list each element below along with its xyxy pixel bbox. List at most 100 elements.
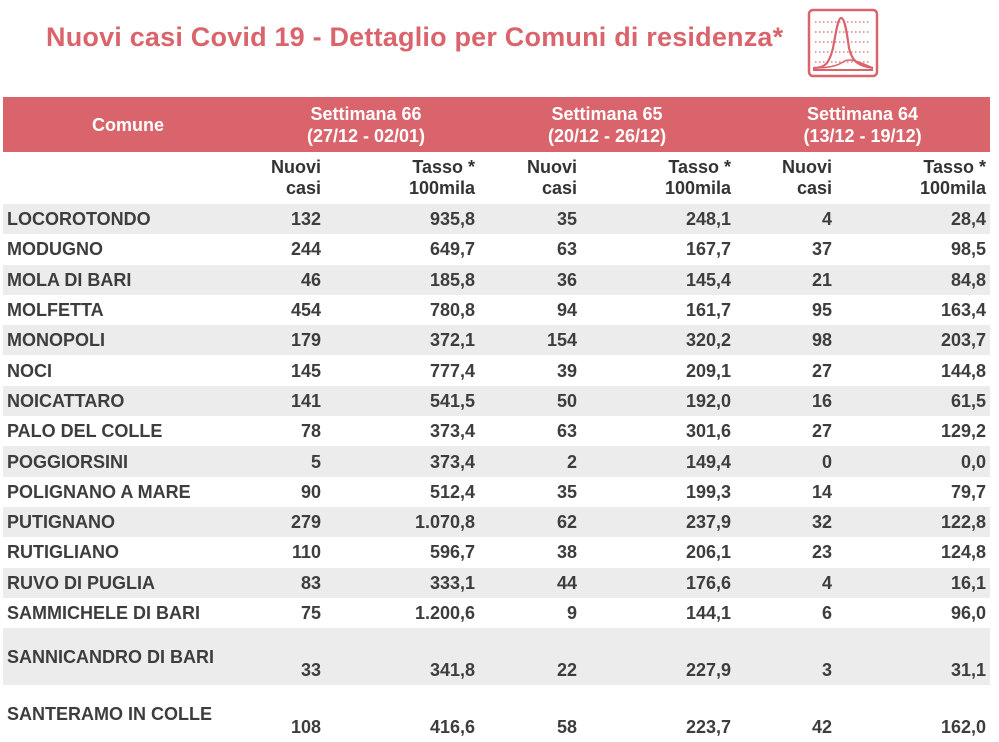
subheader-empty: [3, 152, 253, 204]
nuovi-casi-w66-cell: 110: [253, 537, 325, 568]
tasso-w66-cell: 416,6: [325, 685, 480, 742]
nuovi-label: Nuovi: [782, 157, 833, 177]
tasso-w66-cell: 373,4: [325, 416, 480, 447]
header-row: Comune Settimana 66 (27/12 - 02/01) Sett…: [3, 97, 991, 152]
week-65-header: Settimana 65 (20/12 - 26/12): [479, 97, 736, 152]
nuovi-casi-w64-cell: 37: [735, 234, 837, 265]
tasso-w64-cell: 163,4: [836, 294, 991, 326]
tasso-w65-cell: 227,9: [581, 628, 736, 686]
table-row: SANTERAMO IN COLLE 108 416,6 58 223,7 42 162,0: [3, 685, 991, 742]
tasso-w64-cell: 96,0: [836, 597, 991, 629]
nuovi-casi-w66-cell: 279: [253, 506, 325, 538]
tasso-w64-cell: 162,0: [836, 685, 991, 742]
tasso-w65-cell: 149,4: [581, 446, 736, 477]
nuovi-casi-w64-cell: 21: [735, 264, 837, 295]
nuovi-casi-w66-cell: 5: [253, 446, 325, 477]
casi-label: casi: [285, 178, 321, 198]
comune-cell: RUVO DI PUGLIA: [3, 567, 253, 598]
comune-cell: SANNICANDRO DI BARI: [3, 628, 253, 686]
nuovi-casi-w64-cell: 4: [735, 204, 837, 235]
nuovi-casi-w66-cell: 179: [253, 325, 325, 356]
tasso-header: Tasso * 100mila: [836, 152, 991, 204]
nuovi-casi-w65-cell: 58: [479, 685, 582, 742]
comune-cell: PALO DEL COLLE: [3, 416, 253, 447]
tasso-w65-cell: 237,9: [581, 506, 736, 538]
nuovi-casi-w64-cell: 14: [735, 476, 837, 507]
comune-cell: POGGIORSINI: [3, 446, 253, 477]
table-row: MOLFETTA 454 780,8 94 161,7 95 163,4: [3, 294, 991, 326]
tasso-w64-cell: 79,7: [836, 476, 991, 507]
tasso-w66-cell: 780,8: [325, 294, 480, 326]
tasso-w65-cell: 223,7: [581, 685, 736, 742]
tasso-w66-cell: 512,4: [325, 476, 480, 507]
comune-cell: NOICATTARO: [3, 385, 253, 417]
table-row: MOLA DI BARI 46 185,8 36 145,4 21 84,8: [3, 264, 991, 295]
nuovi-casi-w66-cell: 75: [253, 597, 325, 629]
tasso-header: Tasso * 100mila: [581, 152, 736, 204]
tasso-w65-cell: 206,1: [581, 537, 736, 568]
table-row: MONOPOLI 179 372,1 154 320,2 98 203,7: [3, 325, 991, 356]
week-66-label: Settimana 66: [310, 103, 422, 124]
nuovi-casi-w65-cell: 35: [479, 476, 582, 507]
tasso-w65-cell: 320,2: [581, 325, 736, 356]
tasso-w65-cell: 176,6: [581, 567, 736, 598]
comune-cell: MONOPOLI: [3, 325, 253, 356]
comune-cell: LOCOROTONDO: [3, 204, 253, 235]
tasso-w65-cell: 192,0: [581, 385, 736, 417]
week-64-label: Settimana 64: [807, 103, 919, 124]
casi-label: casi: [796, 178, 833, 198]
nuovi-casi-w64-cell: 42: [735, 685, 837, 742]
comune-cell: POLIGNANO A MARE: [3, 476, 253, 507]
nuovi-casi-w65-cell: 35: [479, 204, 582, 235]
comune-cell: NOCI: [3, 355, 253, 386]
tasso-w64-cell: 122,8: [836, 506, 991, 538]
nuovi-casi-w65-cell: 39: [479, 355, 582, 386]
comune-cell: PUTIGNANO: [3, 506, 253, 538]
subheader-row: Nuovi casi Tasso * 100mila Nuovi casi Tasso…: [3, 152, 991, 204]
tasso-w66-cell: 541,5: [325, 385, 480, 417]
nuovi-casi-w66-cell: 145: [253, 355, 325, 386]
tasso-w65-cell: 145,4: [581, 264, 736, 295]
week-64-header: Settimana 64 (13/12 - 19/12): [735, 97, 991, 152]
nuovi-casi-w65-cell: 2: [479, 446, 582, 477]
nuovi-casi-w64-cell: 6: [735, 597, 837, 629]
nuovi-casi-header: Nuovi casi: [253, 152, 325, 204]
nuovi-casi-w66-cell: 454: [253, 294, 325, 326]
nuovi-casi-w64-cell: 16: [735, 385, 837, 417]
nuovi-casi-w65-cell: 62: [479, 506, 582, 538]
tasso-label: Tasso *: [668, 157, 732, 177]
tasso-w64-cell: 124,8: [836, 537, 991, 568]
tasso-w65-cell: 209,1: [581, 355, 736, 386]
tasso-w66-cell: 777,4: [325, 355, 480, 386]
nuovi-casi-w66-cell: 132: [253, 204, 325, 235]
tasso-label: Tasso *: [923, 157, 987, 177]
table-row: RUTIGLIANO 110 596,7 38 206,1 23 124,8: [3, 537, 991, 568]
nuovi-label: Nuovi: [527, 157, 578, 177]
nuovi-casi-w66-cell: 83: [253, 567, 325, 598]
tasso-w66-cell: 649,7: [325, 234, 480, 265]
week-65-label: Settimana 65: [551, 103, 663, 124]
table-row: NOCI 145 777,4 39 209,1 27 144,8: [3, 355, 991, 386]
comune-header: Comune: [3, 97, 253, 152]
tasso-w66-cell: 373,4: [325, 446, 480, 477]
nuovi-casi-w64-cell: 95: [735, 294, 837, 326]
nuovi-casi-w65-cell: 36: [479, 264, 582, 295]
nuovi-casi-w65-cell: 22: [479, 628, 582, 686]
epidemic-curve-icon: [807, 8, 879, 78]
comune-cell: RUTIGLIANO: [3, 537, 253, 568]
table-row: SANNICANDRO DI BARI 33 341,8 22 227,9 3 31,1: [3, 628, 991, 686]
tasso-w65-cell: 161,7: [581, 294, 736, 326]
tasso-w65-cell: 301,6: [581, 416, 736, 447]
comune-cell: SAMMICHELE DI BARI: [3, 597, 253, 629]
nuovi-casi-w64-cell: 4: [735, 567, 837, 598]
week-64-range: (13/12 - 19/12): [803, 125, 922, 146]
tasso-w65-cell: 167,7: [581, 234, 736, 265]
tasso-w64-cell: 28,4: [836, 204, 991, 235]
nuovi-casi-w66-cell: 141: [253, 385, 325, 417]
tasso-label: Tasso *: [412, 157, 476, 177]
nuovi-casi-w64-cell: 27: [735, 416, 837, 447]
tasso-w64-cell: 98,5: [836, 234, 991, 265]
nuovi-casi-w65-cell: 44: [479, 567, 582, 598]
nuovi-casi-header: Nuovi casi: [735, 152, 837, 204]
nuovi-casi-w66-cell: 108: [253, 685, 325, 742]
